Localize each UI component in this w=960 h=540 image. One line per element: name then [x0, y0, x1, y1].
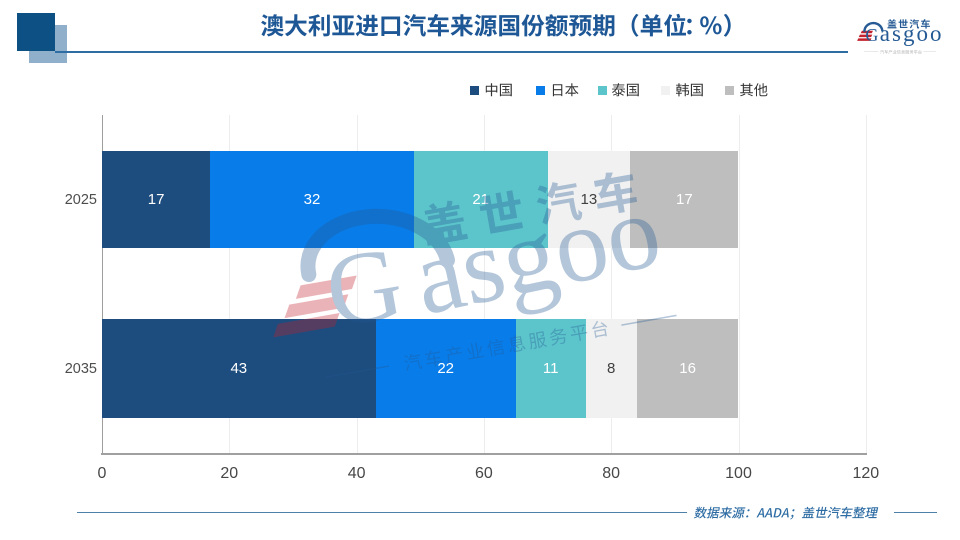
- svg-text:asgoo: asgoo: [404, 171, 670, 337]
- svg-text:G: G: [865, 25, 878, 45]
- svg-text:G: G: [318, 225, 411, 350]
